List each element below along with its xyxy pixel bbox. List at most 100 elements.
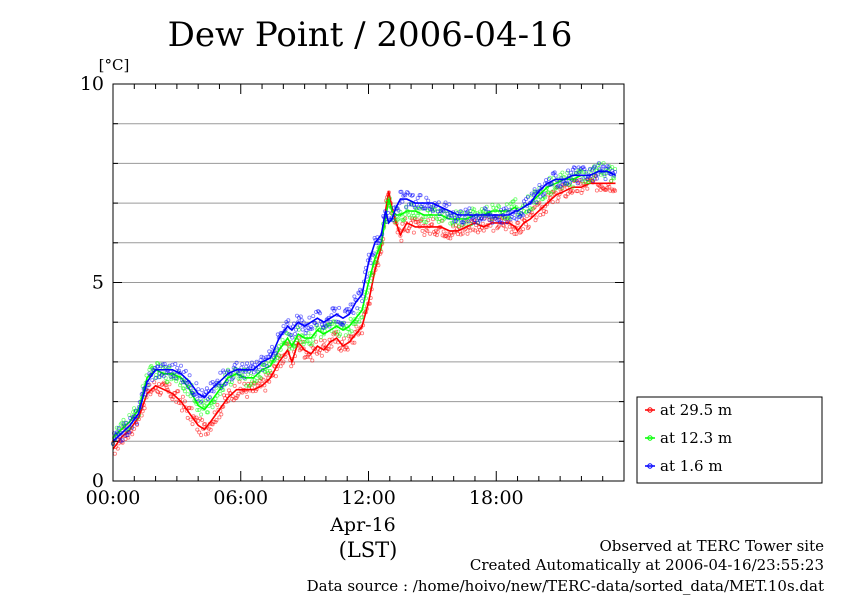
data-marker xyxy=(239,365,244,370)
data-marker xyxy=(509,230,514,235)
data-marker xyxy=(569,188,574,193)
legend-label: at 12.3 m xyxy=(660,429,732,447)
data-marker xyxy=(164,370,169,375)
data-marker xyxy=(185,415,190,420)
data-marker xyxy=(158,390,163,395)
data-marker xyxy=(424,220,429,225)
data-marker xyxy=(322,338,327,343)
data-marker xyxy=(199,412,204,417)
data-marker xyxy=(152,380,157,385)
data-marker xyxy=(400,199,405,204)
data-marker xyxy=(606,165,611,170)
data-marker xyxy=(368,260,373,265)
data-marker xyxy=(450,213,455,218)
data-marker xyxy=(310,326,315,331)
series-0 xyxy=(111,172,618,456)
data-marker xyxy=(321,332,326,337)
data-marker xyxy=(526,209,531,214)
data-marker xyxy=(204,386,209,391)
data-marker xyxy=(220,383,225,388)
data-marker xyxy=(229,380,234,385)
data-marker xyxy=(514,217,519,222)
data-marker xyxy=(155,389,160,394)
data-marker xyxy=(236,391,241,396)
data-marker xyxy=(504,220,509,225)
data-marker xyxy=(331,306,336,311)
data-marker xyxy=(415,196,420,201)
data-marker xyxy=(467,206,472,211)
data-marker xyxy=(230,376,235,381)
data-marker xyxy=(291,361,296,366)
data-marker xyxy=(123,433,128,438)
data-marker xyxy=(261,377,266,382)
data-marker xyxy=(317,311,322,316)
data-marker xyxy=(197,430,202,435)
data-marker xyxy=(575,181,580,186)
data-marker xyxy=(447,202,452,207)
data-marker xyxy=(426,198,431,203)
data-marker xyxy=(333,331,338,336)
data-marker xyxy=(350,340,355,345)
data-marker xyxy=(195,407,200,412)
data-marker xyxy=(549,182,554,187)
data-marker xyxy=(170,397,175,402)
data-marker xyxy=(565,170,570,175)
data-marker xyxy=(215,402,220,407)
legend-label: at 1.6 m xyxy=(660,457,723,475)
data-marker xyxy=(456,224,461,229)
data-marker xyxy=(179,377,184,382)
data-marker xyxy=(328,319,333,324)
data-marker xyxy=(338,332,343,337)
data-marker xyxy=(430,222,435,227)
data-marker xyxy=(334,319,339,324)
data-marker xyxy=(453,219,458,224)
data-marker xyxy=(542,191,547,196)
data-marker xyxy=(387,196,392,201)
data-marker xyxy=(471,227,476,232)
data-marker xyxy=(418,193,423,198)
data-marker xyxy=(232,383,237,388)
data-marker xyxy=(341,320,346,325)
data-marker xyxy=(483,207,488,212)
data-marker xyxy=(230,394,235,399)
data-marker xyxy=(594,188,599,193)
data-marker xyxy=(524,214,529,219)
legend-swatch-marker xyxy=(647,407,653,413)
data-marker xyxy=(315,322,320,327)
data-marker xyxy=(260,367,265,372)
data-marker xyxy=(134,421,139,426)
data-marker xyxy=(473,228,478,233)
data-marker xyxy=(402,217,407,222)
y-tick-labels: 0 5 10 xyxy=(80,73,104,492)
data-marker xyxy=(121,417,126,422)
data-marker xyxy=(610,165,615,170)
data-marker xyxy=(536,197,541,202)
y-tick-label: 0 xyxy=(92,470,104,492)
data-marker xyxy=(176,389,181,394)
legend-swatch-marker xyxy=(647,463,653,469)
axis-ticks xyxy=(112,83,624,482)
data-marker xyxy=(526,224,531,229)
data-marker xyxy=(127,430,132,435)
data-marker xyxy=(415,213,420,218)
data-marker xyxy=(247,383,252,388)
data-marker xyxy=(289,364,294,369)
data-marker xyxy=(215,378,220,383)
data-marker xyxy=(219,412,224,417)
data-marker xyxy=(596,161,601,166)
data-marker xyxy=(160,362,165,367)
data-marker xyxy=(491,228,496,233)
legend: at 29.5 m at 12.3 m at 1.6 m xyxy=(636,396,823,484)
data-marker xyxy=(504,202,509,207)
data-marker xyxy=(497,217,502,222)
data-marker xyxy=(217,415,222,420)
data-marker xyxy=(430,217,435,222)
data-marker xyxy=(333,306,338,311)
data-marker xyxy=(189,406,194,411)
data-marker xyxy=(248,364,253,369)
data-marker xyxy=(308,327,313,332)
data-marker xyxy=(119,430,124,435)
data-marker xyxy=(224,393,229,398)
data-marker xyxy=(490,220,495,225)
data-marker xyxy=(336,319,341,324)
